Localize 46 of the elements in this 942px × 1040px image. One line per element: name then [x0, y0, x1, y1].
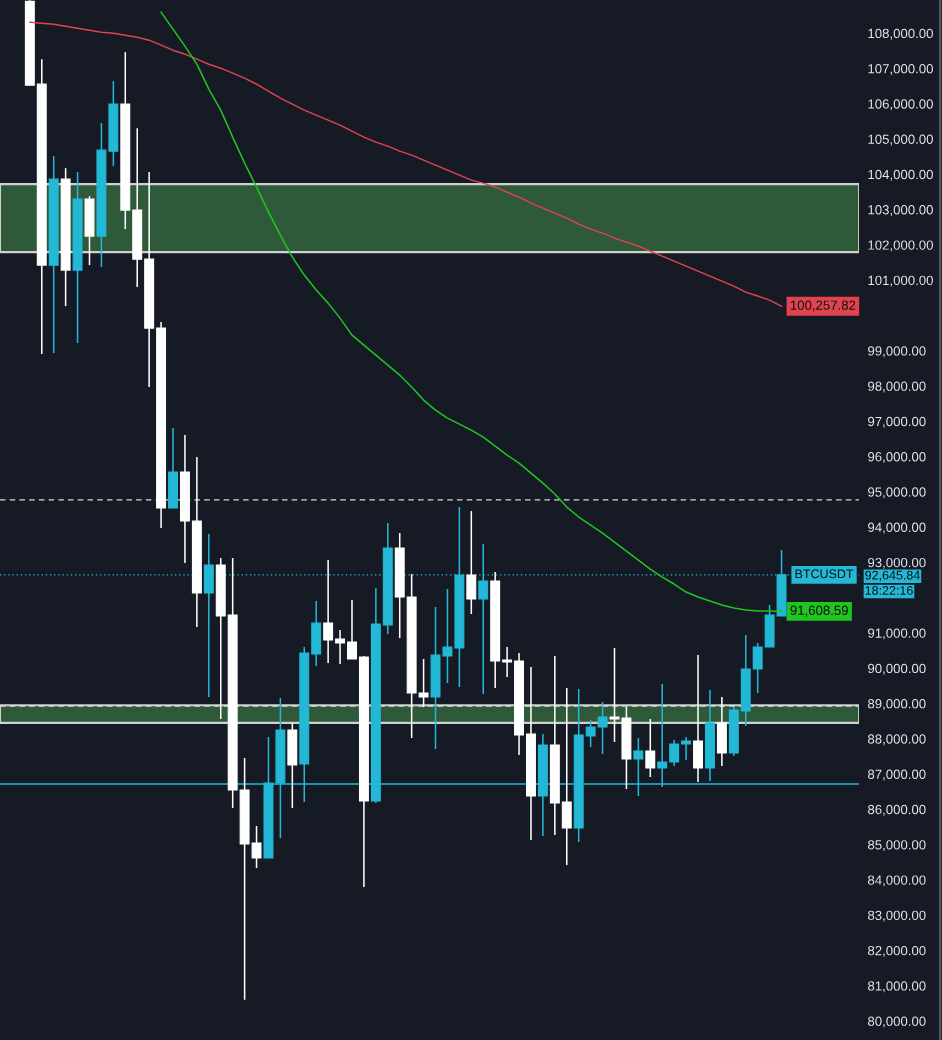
y-tick-label: 106,000.00	[868, 99, 933, 111]
y-tick-label: 97,000.00	[868, 416, 926, 428]
y-tick-label: 101,000.00	[868, 275, 933, 287]
candlestick	[466, 510, 477, 615]
y-tick-label: 94,000.00	[868, 522, 926, 534]
candlestick	[335, 629, 346, 665]
y-tick-label: 107,000.00	[868, 64, 933, 75]
y-tick-label: 98,000.00	[868, 381, 926, 393]
y-tick-label: 95,000.00	[868, 487, 926, 499]
y-tick-label: 83,000.00	[868, 910, 926, 922]
y-tick-label: 89,000.00	[868, 699, 926, 710]
y-tick-label: 104,000.00	[868, 169, 933, 181]
line-series	[160, 11, 783, 613]
y-tick-label: 99,000.00	[868, 346, 926, 358]
y-tick-label: 102,000.00	[868, 240, 933, 252]
candlestick	[669, 739, 680, 767]
y-tick-label: 86,000.00	[868, 804, 926, 816]
data-label: 91,608.59	[790, 605, 848, 617]
y-tick-label: 105,000.00	[868, 134, 933, 146]
y-tick-label: 91,000.00	[868, 628, 926, 640]
line-series	[29, 21, 783, 308]
candlestick	[347, 599, 357, 660]
data-label: 100,257.82	[790, 300, 856, 312]
candlestick	[645, 718, 656, 778]
y-tick-label: 96,000.00	[868, 452, 926, 463]
y-tick-label: 81,000.00	[868, 981, 926, 993]
annotation: BTCUSDT	[795, 569, 854, 579]
y-tick-label: 84,000.00	[868, 875, 926, 887]
y-tick-label: 85,000.00	[868, 840, 926, 852]
candlestick	[681, 736, 692, 761]
candlestick	[323, 559, 334, 664]
y-tick-label: 80,000.00	[868, 1016, 926, 1028]
candlestick	[597, 701, 608, 755]
candlestick	[585, 719, 596, 748]
candlestick	[502, 646, 513, 678]
candlestick	[418, 658, 429, 708]
y-tick-label: 93,000.00	[868, 557, 926, 569]
y-tick-label: 88,000.00	[868, 734, 926, 746]
y-tick-label: 87,000.00	[868, 769, 926, 781]
y-tick-label: 108,000.00	[868, 28, 933, 40]
candlestick	[752, 642, 763, 694]
ref-line-label: 92,645.84	[865, 570, 920, 582]
y-tick-label: 90,000.00	[868, 663, 926, 675]
text: 18:22:16	[865, 586, 913, 595]
y-tick-label: 82,000.00	[868, 945, 926, 957]
y-tick-label: 103,000.00	[868, 205, 933, 217]
